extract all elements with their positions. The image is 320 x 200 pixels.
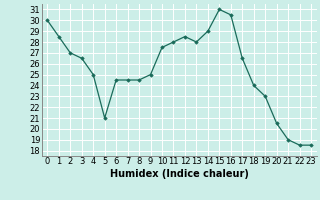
X-axis label: Humidex (Indice chaleur): Humidex (Indice chaleur) — [110, 169, 249, 179]
